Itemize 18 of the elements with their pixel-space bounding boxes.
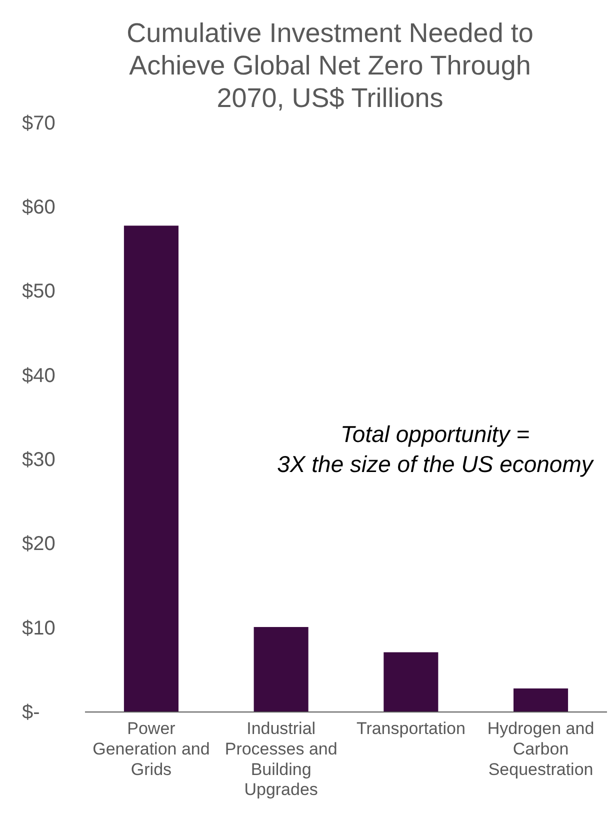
x-tick-label: Industrial Processes and Building Upgrades	[224, 719, 338, 800]
annotation: Total opportunity = 3X the size of the US economy	[277, 421, 594, 477]
x-tick-label: Transportation	[356, 719, 466, 738]
y-tick-label: $10	[22, 617, 56, 640]
y-tick-label: $20	[22, 533, 56, 556]
x-tick-label: Power Generation and Grids	[92, 719, 210, 779]
y-tick-label: $60	[22, 196, 56, 219]
y-tick-label: $30	[22, 448, 56, 471]
bar	[384, 652, 438, 712]
y-tick-label: $70	[22, 112, 56, 134]
chart-title: Cumulative Investment Needed to Achieve Global Net Zero Through 2070, US$ Trillions	[126, 18, 534, 113]
bar	[124, 226, 178, 712]
x-tick-label: Hydrogen and Carbon Sequestration	[487, 719, 594, 779]
y-tick-label: $50	[22, 280, 56, 303]
bar	[254, 627, 308, 712]
bar	[514, 688, 568, 712]
y-tick-label: $40	[22, 364, 56, 387]
y-tick-label: $-	[22, 701, 40, 724]
